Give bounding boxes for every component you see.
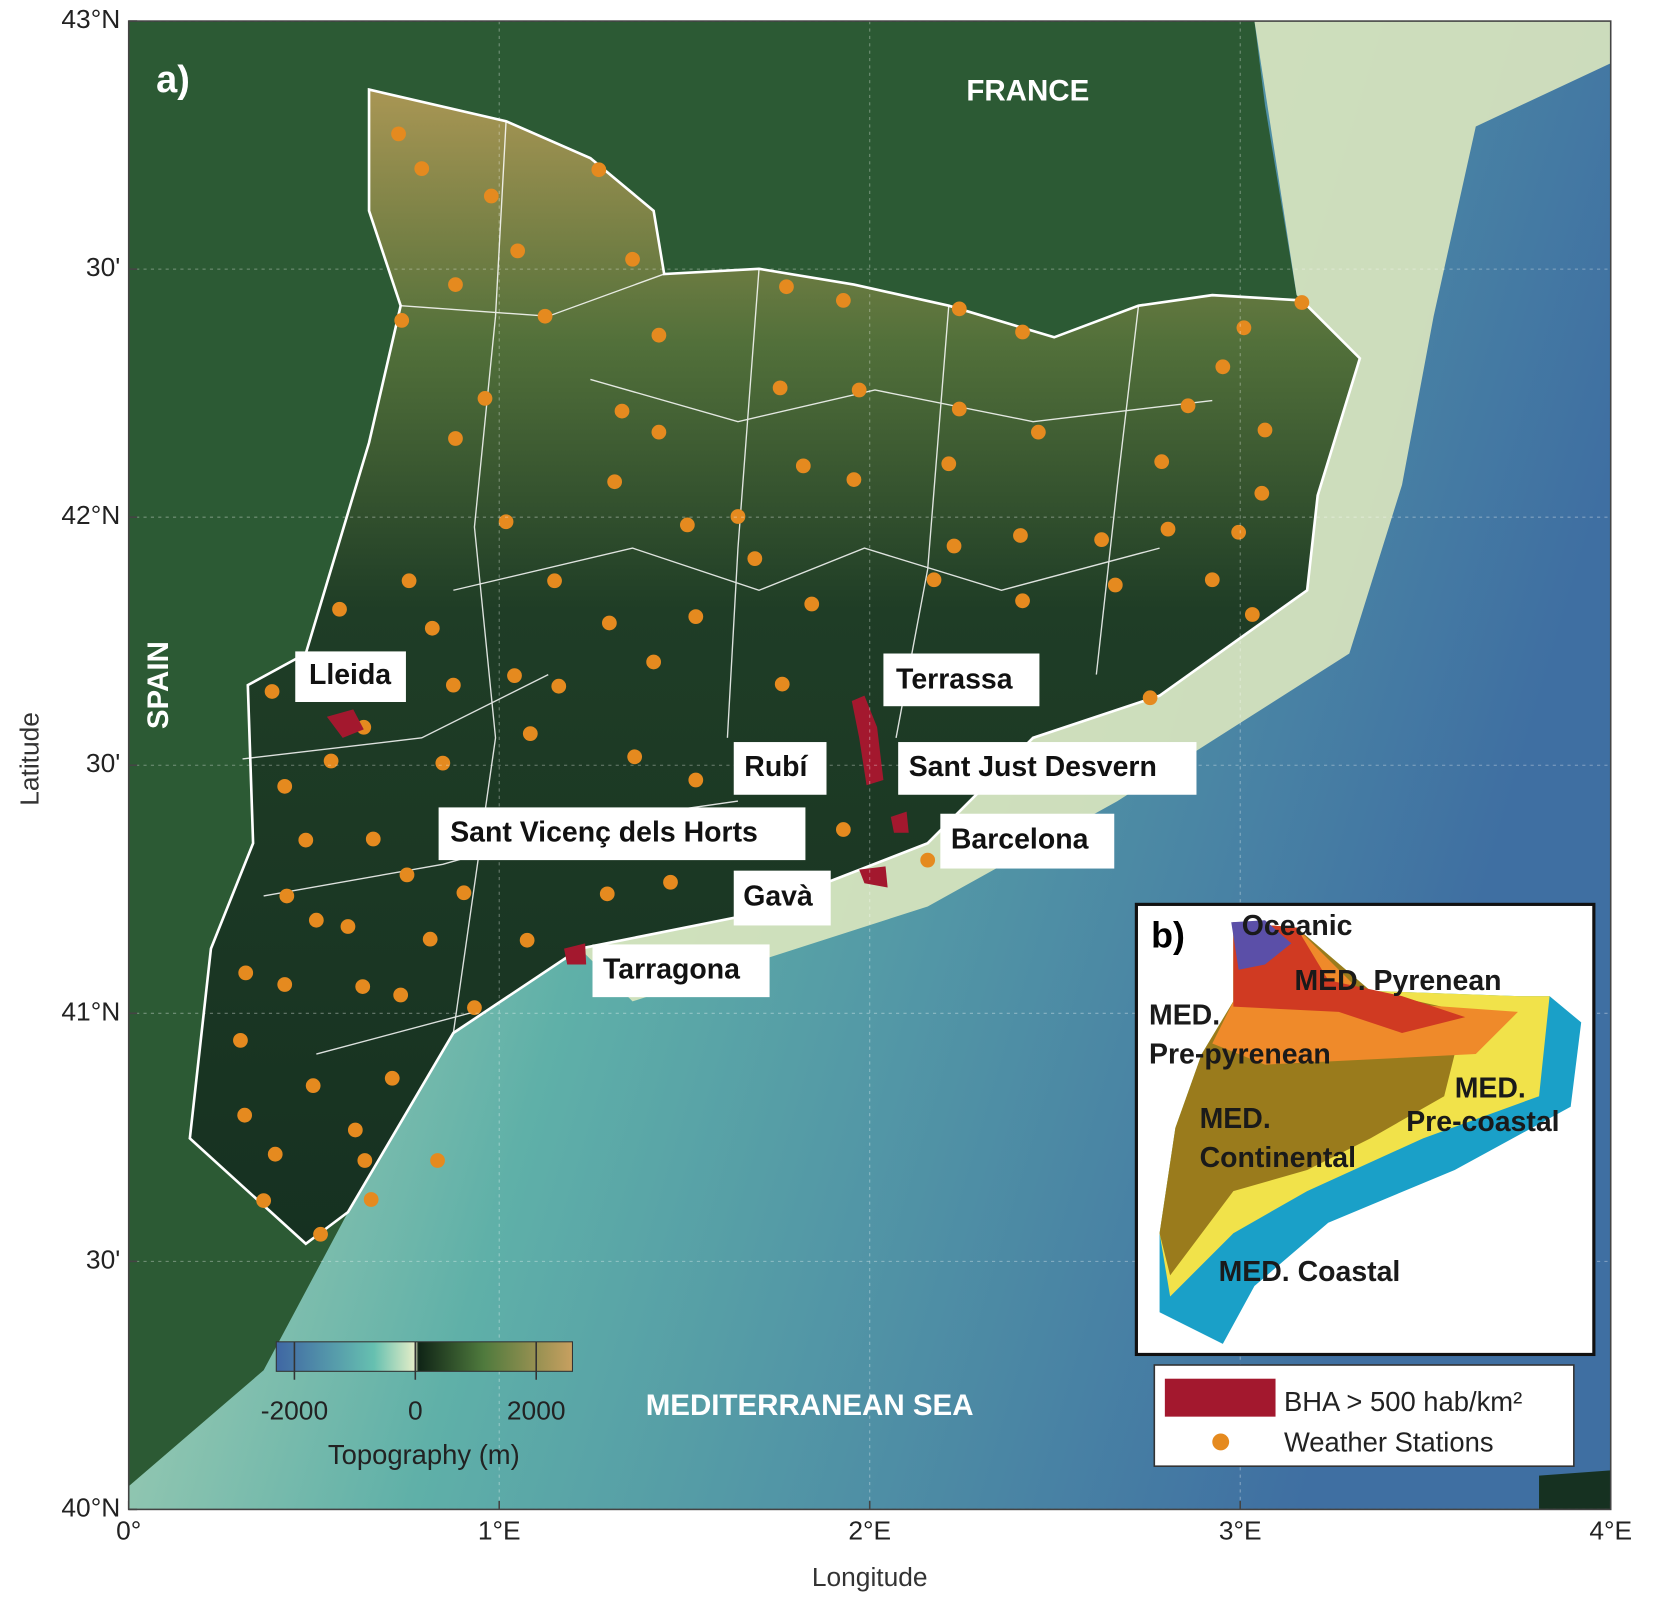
- x-tick-label: 0°: [116, 1516, 141, 1546]
- label-box: [733, 742, 827, 795]
- region-label: MED.: [1200, 1103, 1271, 1135]
- label-box: [898, 742, 1197, 795]
- legend: BHA > 500 hab/km² Weather Stations: [1153, 1364, 1575, 1467]
- city-label: Rubí: [744, 751, 808, 783]
- region-label: MED.: [1149, 1000, 1220, 1032]
- label-box: [883, 653, 1040, 707]
- city-label: Lleida: [309, 659, 391, 691]
- city-label: Tarragona: [603, 953, 740, 985]
- label-box: [592, 944, 770, 998]
- catalonia: [188, 87, 1362, 1246]
- x-tick-label: 3°E: [1219, 1516, 1262, 1546]
- y-tick-label: 43°N: [61, 4, 120, 34]
- city-labels: Lleida Terrassa Rubí Sant Just Desvern S…: [295, 651, 1197, 998]
- label-box: [733, 870, 831, 926]
- city-label: Sant Vicenç dels Horts: [450, 816, 758, 848]
- legend-swatch: [1164, 1378, 1276, 1417]
- legend-swatch: [1212, 1433, 1230, 1451]
- country-label: SPAIN: [142, 641, 175, 729]
- country-label: FRANCE: [966, 75, 1089, 108]
- y-tick-label: 42°N: [61, 500, 120, 530]
- region-label: Pre-pyrenean: [1149, 1039, 1331, 1071]
- region-oceanic: [1231, 920, 1292, 970]
- city-label: Sant Just Desvern: [909, 751, 1157, 783]
- x-axis-label: Longitude: [812, 1562, 928, 1592]
- colorbar-tick-label: -2000: [261, 1395, 328, 1425]
- y-tick-label: 30': [86, 252, 120, 282]
- panel-label: b): [1151, 916, 1185, 956]
- weather-stations: [233, 126, 1310, 1242]
- region-label: MED. Pyrenean: [1294, 965, 1501, 997]
- city-label: Barcelona: [951, 824, 1089, 856]
- bha-areas: [326, 695, 909, 965]
- label-box: [438, 807, 806, 861]
- region-pyrenean: [1233, 922, 1466, 1033]
- x-tick-label: 1°E: [478, 1516, 521, 1546]
- panel-label: a): [156, 59, 190, 101]
- region-label: MED. Coastal: [1219, 1256, 1401, 1288]
- y-tick-label: 30': [86, 1244, 120, 1274]
- y-tick-label: 30': [86, 748, 120, 778]
- sea-label: MEDITERRANEAN SEA: [646, 1389, 974, 1422]
- y-tick-label: 40°N: [61, 1492, 120, 1522]
- label-box: [295, 651, 406, 702]
- shelf: [579, 21, 1611, 1002]
- city-label: Terrassa: [896, 663, 1013, 695]
- x-tick-label: 2°E: [848, 1516, 891, 1546]
- y-axis-label: Latitude: [15, 712, 45, 806]
- region-label: Continental: [1200, 1142, 1356, 1174]
- colorbar: Topography (m) -2000 0 2000: [261, 1341, 573, 1470]
- colorbar-scale: [275, 1341, 573, 1372]
- colorbar-title: Topography (m): [328, 1439, 520, 1470]
- inset-b: b) Oceanic MED. Pyrenean MED. Pre-pyrene…: [1134, 902, 1596, 1357]
- legend-label: Weather Stations: [1284, 1426, 1494, 1457]
- colorbar-tick-label: 0: [408, 1395, 423, 1425]
- region-label: MED.: [1455, 1072, 1526, 1104]
- region-label: Oceanic: [1242, 910, 1353, 942]
- legend-label: BHA > 500 hab/km²: [1284, 1386, 1522, 1417]
- label-box: [940, 813, 1115, 869]
- region-label: Pre-coastal: [1406, 1106, 1559, 1138]
- x-tick-label: 4°E: [1589, 1516, 1632, 1546]
- colorbar-tick-label: 2000: [507, 1395, 566, 1425]
- y-tick-label: 41°N: [61, 996, 120, 1026]
- island: [1539, 1470, 1611, 1510]
- city-label: Gavà: [743, 881, 813, 913]
